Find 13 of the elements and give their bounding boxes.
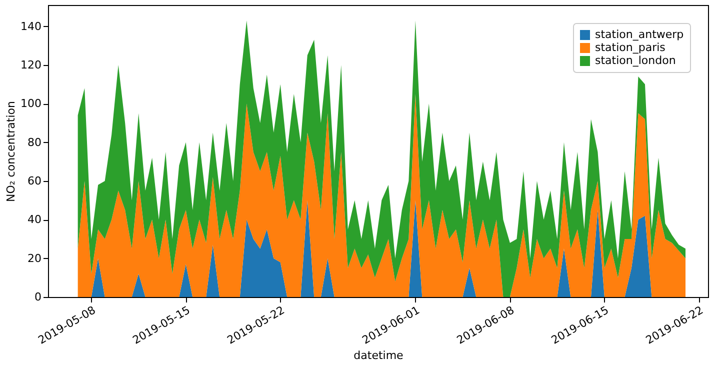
y-tick-label: 20 [28,252,42,265]
x-axis-title: datetime [354,348,404,362]
legend-label: station_paris [595,41,666,54]
legend-label: station_london [595,54,676,67]
y-tick-label: 140 [20,20,42,33]
y-tick-label: 60 [28,174,42,188]
y-tick-label: 40 [28,213,42,226]
y-tick-label: 0 [34,290,42,304]
y-tick-label: 120 [20,58,42,72]
legend-label: station_antwerp [595,28,684,41]
y-tick-label: 80 [28,136,42,149]
y-axis-title: NO₂ concentration [4,100,18,202]
y-tick-label: 100 [20,97,42,110]
